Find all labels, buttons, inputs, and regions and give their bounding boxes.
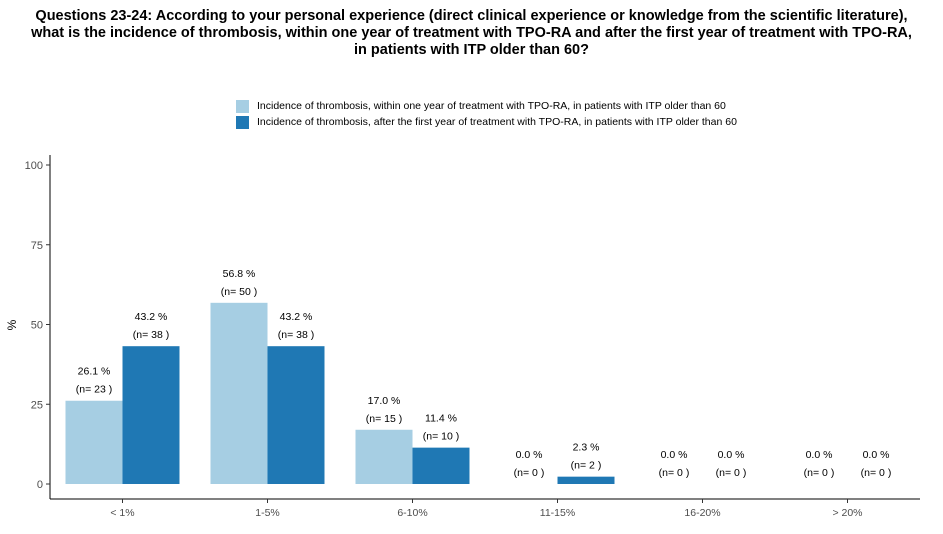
data-label-count: (n= 0 ) <box>514 467 545 479</box>
bar-2 <box>412 447 470 484</box>
data-label-percent: 17.0 % <box>368 395 401 407</box>
data-label-percent: 0.0 % <box>516 449 543 461</box>
data-label-percent: 2.3 % <box>573 442 600 454</box>
data-label-count: (n= 38 ) <box>278 329 314 341</box>
data-label-percent: 11.4 % <box>425 413 457 425</box>
legend-label-series-1: Incidence of thrombosis, within one year… <box>257 100 726 112</box>
bar-2 <box>267 346 325 484</box>
legend-swatch-series-1 <box>236 99 249 113</box>
data-label-percent: 43.2 % <box>280 311 313 323</box>
data-label-percent: 0.0 % <box>661 449 688 461</box>
legend-item-series-1: Incidence of thrombosis, within one year… <box>236 98 737 114</box>
data-label-count: (n= 0 ) <box>861 467 892 479</box>
data-label-count: (n= 0 ) <box>804 467 835 479</box>
y-tick-label: 50 <box>31 320 43 332</box>
y-tick-label: 0 <box>37 479 43 491</box>
chart-title-line-3: in patients with ITP older than 60? <box>354 42 589 58</box>
y-tick-label: 100 <box>25 160 43 172</box>
data-label-count: (n= 23 ) <box>76 384 112 396</box>
y-axis-title: % <box>5 319 19 330</box>
data-label-count: (n= 0 ) <box>659 467 690 479</box>
x-tick-label: 1-5% <box>255 507 280 519</box>
data-labels: 26.1 % (n= 23 ) 43.2 % (n= 38 ) 56.8 % (n= 50… <box>76 268 892 479</box>
bar-1 <box>65 400 123 484</box>
x-tick-label: 16-20% <box>684 507 720 519</box>
axes: 0 25 50 75 100% < 1% 1-5% 6-10% 11-15% 16-20% > 20… <box>5 155 920 519</box>
legend-swatch-series-2 <box>236 115 249 129</box>
data-label-count: (n= 2 ) <box>571 460 602 472</box>
data-label-count: (n= 10 ) <box>423 431 459 443</box>
x-tick-label: > 20% <box>832 507 862 519</box>
data-label-count: (n= 50 ) <box>221 286 257 298</box>
bar-1 <box>210 302 268 484</box>
x-tick-label: < 1% <box>110 507 134 519</box>
data-label-count: (n= 15 ) <box>366 413 402 425</box>
data-label-percent: 56.8 % <box>223 268 256 280</box>
legend-label-series-2: Incidence of thrombosis, after the first… <box>257 116 737 128</box>
data-label-count: (n= 38 ) <box>133 329 169 341</box>
bar-2 <box>122 346 180 484</box>
data-label-percent: 26.1 % <box>78 366 111 378</box>
legend-item-series-2: Incidence of thrombosis, after the first… <box>236 114 737 130</box>
x-tick-label: 11-15% <box>540 507 575 519</box>
chart-title: Questions 23-24: According to your perso… <box>0 8 943 59</box>
data-label-count: (n= 0 ) <box>716 467 747 479</box>
bar-1 <box>355 429 413 484</box>
legend: Incidence of thrombosis, within one year… <box>236 98 737 130</box>
x-tick-label: 6-10% <box>397 507 427 519</box>
data-label-percent: 43.2 % <box>135 311 168 323</box>
data-label-percent: 0.0 % <box>718 449 745 461</box>
chart-title-line-2: what is the incidence of thrombosis, wit… <box>31 25 912 41</box>
data-label-percent: 0.0 % <box>806 449 833 461</box>
bars <box>65 302 615 484</box>
data-label-percent: 0.0 % <box>863 449 890 461</box>
y-tick-label: 75 <box>31 240 43 252</box>
y-tick-label: 25 <box>31 399 43 411</box>
chart-title-line-1: Questions 23-24: According to your perso… <box>35 8 908 24</box>
bar-2 <box>557 476 615 484</box>
